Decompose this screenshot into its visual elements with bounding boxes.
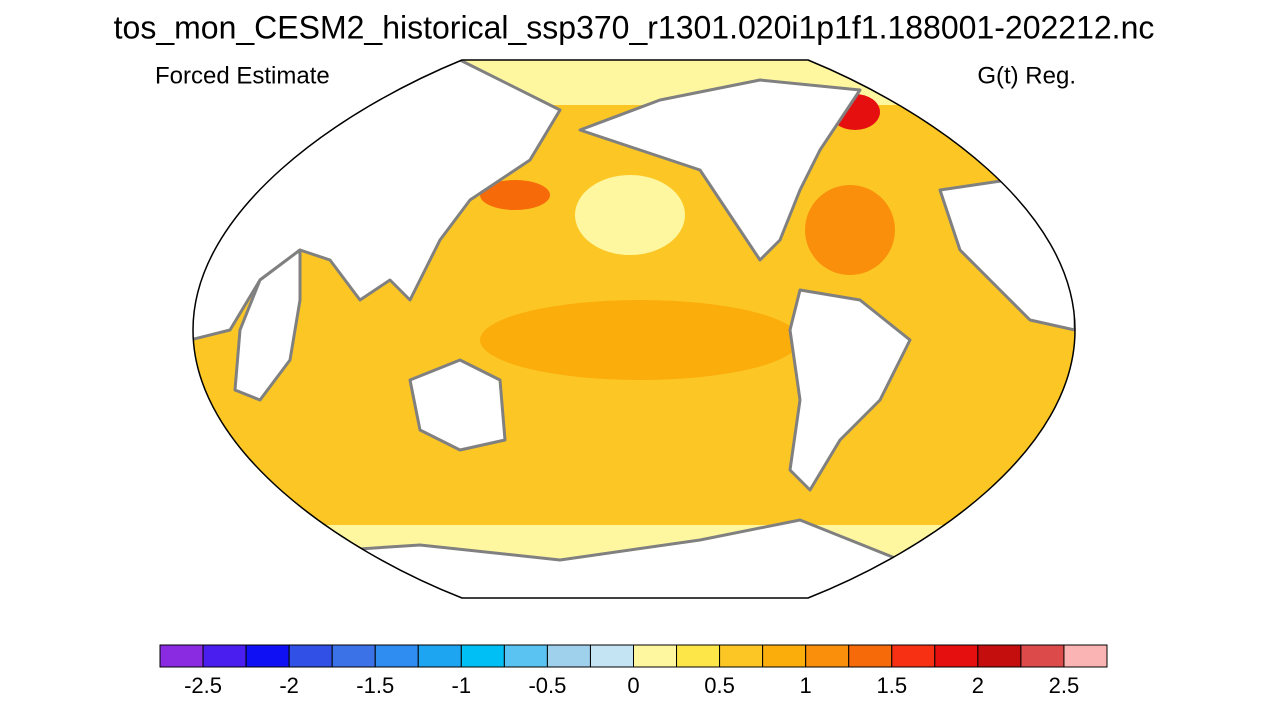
left-label: Forced Estimate <box>155 62 330 89</box>
tick-label: 0 <box>627 673 639 698</box>
tick-label: -1 <box>452 673 472 698</box>
tick-label: -2 <box>279 673 299 698</box>
tick-label: 1 <box>800 673 812 698</box>
kuroshio-patch <box>480 180 550 210</box>
right-label: G(t) Reg. <box>977 62 1076 89</box>
color-box <box>1020 644 1065 668</box>
color-box <box>589 644 634 668</box>
color-box <box>848 644 893 668</box>
color-box <box>719 644 764 668</box>
color-box <box>977 644 1022 668</box>
north-pacific-patch <box>575 175 685 255</box>
tick-label: 2.5 <box>1049 673 1080 698</box>
pacific-warm-patch <box>480 300 800 380</box>
color-box <box>676 644 721 668</box>
south-america <box>788 288 912 492</box>
map <box>193 60 1075 598</box>
tick-label: 2 <box>972 673 984 698</box>
map-outline <box>192 59 1076 599</box>
tick-label: 0.5 <box>704 673 735 698</box>
colorbar: -2.5 -2 -1.5 -1 -0.5 0 0.5 1 1.5 2 2.5 <box>159 644 1108 698</box>
color-box <box>1063 644 1108 668</box>
color-box <box>245 644 290 668</box>
title: tos_mon_CESM2_historical_ssp370_r1301.02… <box>114 9 1155 45</box>
color-box <box>503 644 548 668</box>
tick-label: -1.5 <box>356 673 394 698</box>
color-box <box>762 644 807 668</box>
atlantic-warm-patch <box>805 185 895 275</box>
color-box <box>546 644 591 668</box>
color-box <box>891 644 936 668</box>
tick-label: -0.5 <box>528 673 566 698</box>
tick-label: -2.5 <box>184 673 222 698</box>
australia <box>408 358 507 452</box>
color-box <box>331 644 376 668</box>
color-box <box>417 644 462 668</box>
color-box <box>159 644 204 668</box>
north-america <box>578 78 862 262</box>
color-box <box>374 644 419 668</box>
color-box <box>633 644 678 668</box>
color-box <box>934 644 979 668</box>
color-box <box>288 644 333 668</box>
color-box <box>460 644 505 668</box>
tick-label: 1.5 <box>876 673 907 698</box>
africa <box>233 248 302 402</box>
color-box <box>805 644 850 668</box>
color-box <box>202 644 247 668</box>
